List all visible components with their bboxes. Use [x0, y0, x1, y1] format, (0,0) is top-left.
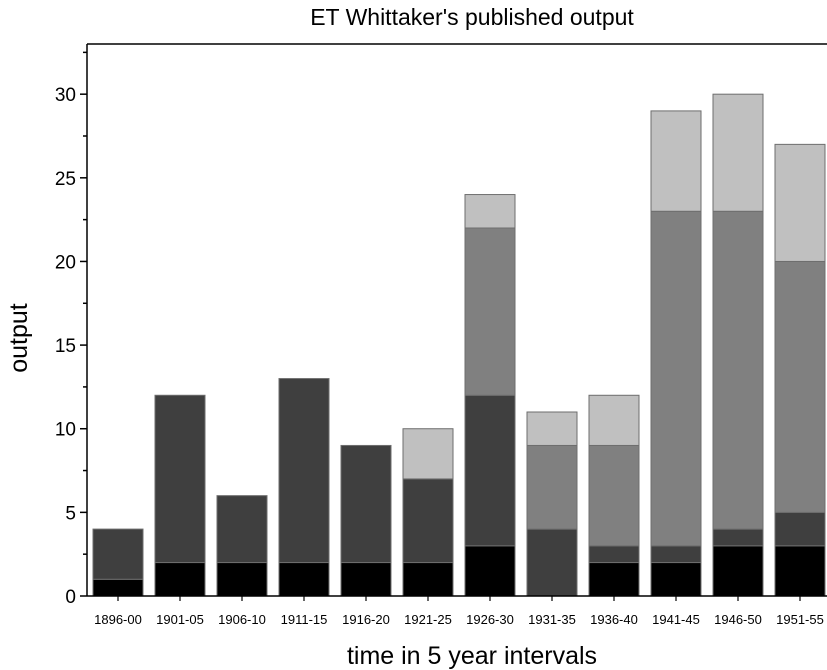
bar-segment-1941-45-series-1	[650, 562, 702, 597]
bar-segment-1901-05-series-1	[154, 562, 206, 597]
bar-segment-1921-25-series-4	[402, 428, 454, 480]
bar-segment-1946-50-series-2	[712, 528, 764, 547]
bar-segment-1911-15-series-1	[278, 562, 330, 597]
x-tick-label-1941-45: 1941-45	[652, 612, 700, 627]
bar-segment-1946-50-series-1	[712, 545, 764, 597]
y-tick-label-5: 5	[65, 503, 76, 524]
bar-segment-1901-05-series-2	[154, 394, 206, 564]
bar-segment-1906-10-series-1	[216, 562, 268, 597]
bar-segment-1936-40-series-2	[588, 545, 640, 564]
x-tick-label-1911-15: 1911-15	[281, 612, 328, 627]
bar-segment-1951-55-series-2	[774, 511, 826, 547]
y-ticks-group: 0 5 10 15 20 25 30	[55, 51, 87, 608]
y-axis-label: output	[5, 303, 33, 373]
bar-segment-1931-35-series-2	[526, 528, 578, 597]
chart-title: ET Whittaker's published output	[310, 4, 634, 30]
x-tick-label-1951-55: 1951-55	[776, 612, 824, 627]
bar-segment-1896-00-series-2	[92, 528, 144, 580]
x-tick-label-1906-10: 1906-10	[218, 612, 266, 627]
bar-segment-1946-50-series-4	[712, 93, 764, 212]
bar-segment-1936-40-series-4	[588, 394, 640, 446]
y-tick-label-25: 25	[55, 169, 76, 190]
bar-segment-1951-55-series-1	[774, 545, 826, 597]
y-tick-label-10: 10	[55, 420, 76, 441]
y-tick-label-20: 20	[55, 252, 76, 273]
bar-segment-1951-55-series-4	[774, 143, 826, 262]
bar-segment-1896-00-series-1	[92, 578, 144, 597]
bar-segment-1926-30-series-3	[464, 227, 516, 396]
bar-segment-1931-35-series-4	[526, 411, 578, 446]
x-tick-label-1896-00: 1896-00	[94, 612, 142, 627]
bar-segment-1921-25-series-1	[402, 562, 454, 597]
y-tick-label-15: 15	[55, 336, 76, 357]
x-axis-label: time in 5 year intervals	[347, 642, 597, 670]
bar-segment-1916-20-series-2	[340, 444, 392, 564]
x-tick-label-1926-30: 1926-30	[466, 612, 514, 627]
bar-segment-1916-20-series-1	[340, 562, 392, 597]
bar-segment-1926-30-series-4	[464, 194, 516, 229]
bar-segment-1941-45-series-4	[650, 110, 702, 212]
bar-segment-1941-45-series-3	[650, 210, 702, 547]
bar-segment-1936-40-series-3	[588, 444, 640, 547]
bars-group	[92, 93, 826, 597]
bar-segment-1911-15-series-2	[278, 378, 330, 564]
bar-segment-1941-45-series-2	[650, 545, 702, 564]
x-ticks-group: 1896-00 1901-05 1906-10 1911-15 1916-20 1921-…	[94, 596, 824, 627]
bar-segment-1906-10-series-2	[216, 495, 268, 564]
y-tick-label-0: 0	[65, 587, 76, 608]
x-tick-label-1931-35: 1931-35	[528, 612, 576, 627]
x-tick-label-1916-20: 1916-20	[342, 612, 390, 627]
bar-segment-1926-30-series-1	[464, 545, 516, 597]
bar-segment-1946-50-series-3	[712, 210, 764, 530]
x-tick-label-1946-50: 1946-50	[714, 612, 762, 627]
x-tick-label-1901-05: 1901-05	[156, 612, 204, 627]
bar-segment-1936-40-series-1	[588, 562, 640, 597]
y-tick-label-30: 30	[55, 85, 76, 106]
bar-segment-1951-55-series-3	[774, 260, 826, 513]
bar-segment-1926-30-series-2	[464, 394, 516, 547]
x-tick-label-1936-40: 1936-40	[590, 612, 638, 627]
bar-segment-1921-25-series-2	[402, 478, 454, 564]
bar-segment-1931-35-series-3	[526, 444, 578, 530]
x-tick-label-1921-25: 1921-25	[404, 612, 452, 627]
